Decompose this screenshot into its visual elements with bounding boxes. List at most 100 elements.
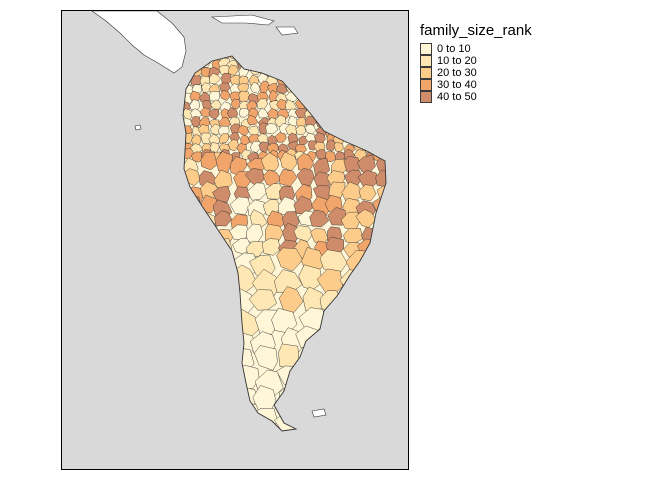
region-cell[interactable]: [189, 50, 201, 60]
region-cell[interactable]: [351, 75, 365, 87]
region-cell[interactable]: [343, 308, 373, 336]
region-cell[interactable]: [362, 124, 375, 137]
region-cell[interactable]: [287, 76, 298, 88]
region-cell[interactable]: [372, 223, 393, 242]
region-cell[interactable]: [246, 114, 259, 126]
region-cell[interactable]: [261, 238, 281, 256]
region-cell[interactable]: [191, 409, 216, 434]
region-cell[interactable]: [265, 183, 285, 200]
region-cell[interactable]: [170, 83, 182, 95]
region-cell[interactable]: [346, 82, 357, 96]
region-cell[interactable]: [323, 114, 337, 127]
region-cell[interactable]: [180, 221, 201, 240]
region-cell[interactable]: [220, 90, 231, 101]
region-cell[interactable]: [169, 74, 182, 84]
region-cell[interactable]: [363, 59, 376, 70]
region-cell[interactable]: [320, 347, 347, 372]
region-cell[interactable]: [381, 100, 394, 112]
region-cell[interactable]: [344, 66, 356, 79]
region-cell[interactable]: [162, 290, 190, 316]
region-cell[interactable]: [309, 209, 330, 228]
region-cell[interactable]: [172, 126, 184, 138]
region-cell[interactable]: [321, 328, 344, 351]
region-cell[interactable]: [365, 73, 376, 86]
region-cell[interactable]: [265, 123, 279, 135]
region-cell[interactable]: [380, 59, 392, 70]
region-cell[interactable]: [340, 286, 366, 312]
region-cell[interactable]: [166, 184, 184, 202]
region-cell[interactable]: [381, 114, 392, 127]
region-cell[interactable]: [267, 108, 280, 119]
region-cell[interactable]: [363, 132, 377, 145]
region-cell[interactable]: [343, 73, 356, 86]
region-cell[interactable]: [183, 306, 207, 330]
region-cell[interactable]: [258, 49, 271, 61]
region-cell[interactable]: [382, 144, 395, 155]
region-cell[interactable]: [383, 125, 395, 138]
region-cell[interactable]: [218, 133, 230, 144]
region-cell[interactable]: [365, 271, 388, 294]
region-cell[interactable]: [307, 65, 318, 78]
region-cell[interactable]: [170, 111, 180, 122]
region-cell[interactable]: [221, 72, 232, 84]
region-cell[interactable]: [384, 83, 395, 95]
region-cell[interactable]: [267, 58, 278, 70]
region-cell[interactable]: [339, 327, 363, 353]
region-cell[interactable]: [207, 384, 232, 409]
region-cell[interactable]: [326, 64, 339, 76]
region-cell[interactable]: [375, 169, 394, 188]
region-cell[interactable]: [352, 106, 366, 120]
region-cell[interactable]: [172, 99, 184, 111]
region-cell[interactable]: [332, 97, 345, 111]
region-cell[interactable]: [191, 151, 204, 163]
region-cell[interactable]: [305, 58, 318, 71]
region-cell[interactable]: [354, 133, 366, 144]
region-cell[interactable]: [315, 149, 327, 160]
region-cell[interactable]: [372, 100, 386, 113]
region-cell[interactable]: [258, 58, 271, 71]
region-cell[interactable]: [345, 126, 358, 137]
region-cell[interactable]: [214, 210, 232, 227]
region-cell[interactable]: [372, 82, 383, 94]
region-cell[interactable]: [307, 82, 319, 95]
region-cell[interactable]: [379, 208, 398, 227]
region-cell[interactable]: [372, 142, 384, 152]
region-cell[interactable]: [371, 127, 385, 138]
region-cell[interactable]: [296, 73, 308, 86]
region-cell[interactable]: [169, 166, 186, 185]
region-cell[interactable]: [326, 106, 338, 119]
region-cell[interactable]: [354, 52, 366, 62]
region-cell[interactable]: [306, 98, 319, 110]
region-cell[interactable]: [383, 150, 395, 163]
region-cell[interactable]: [167, 380, 193, 408]
region-cell[interactable]: [171, 133, 182, 144]
region-cell[interactable]: [362, 99, 375, 113]
region-cell[interactable]: [307, 72, 319, 85]
region-cell[interactable]: [359, 388, 387, 415]
region-cell[interactable]: [345, 58, 356, 69]
region-cell[interactable]: [316, 64, 328, 75]
region-cell[interactable]: [322, 406, 348, 433]
region-cell[interactable]: [373, 58, 384, 70]
region-cell[interactable]: [190, 254, 216, 276]
region-cell[interactable]: [276, 65, 289, 78]
region-cell[interactable]: [314, 51, 327, 61]
region-cell[interactable]: [295, 58, 309, 71]
region-cell[interactable]: [276, 83, 288, 94]
region-cell[interactable]: [208, 72, 221, 85]
region-cell[interactable]: [239, 108, 251, 118]
region-cell[interactable]: [313, 100, 326, 112]
region-cell[interactable]: [365, 366, 392, 392]
region-cell[interactable]: [200, 151, 218, 171]
region-cell[interactable]: [334, 124, 347, 136]
region-cell[interactable]: [209, 350, 238, 375]
region-cell[interactable]: [374, 49, 385, 60]
region-cell[interactable]: [249, 52, 260, 63]
region-cell[interactable]: [295, 125, 306, 136]
region-cell[interactable]: [183, 270, 211, 297]
region-cell[interactable]: [358, 184, 377, 202]
region-cell[interactable]: [185, 370, 210, 395]
region-cell[interactable]: [162, 307, 190, 333]
region-cell[interactable]: [355, 101, 368, 113]
region-cell[interactable]: [230, 98, 241, 110]
